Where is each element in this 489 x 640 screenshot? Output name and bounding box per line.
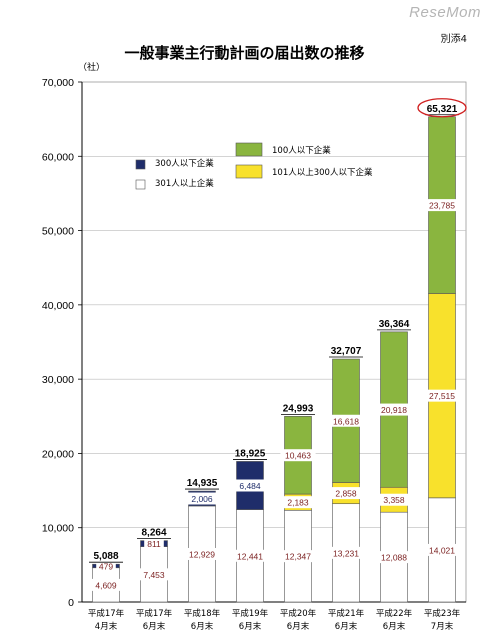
value-label-bg <box>139 568 169 581</box>
x-category-label-year: 平成19年 <box>232 608 269 619</box>
segment-value-label: 13,231 <box>333 548 359 558</box>
legend-label-green: 100人以下企業 <box>272 145 331 156</box>
value-label-bg <box>187 492 217 505</box>
segment-value-label: 12,088 <box>381 553 407 563</box>
value-label-bg <box>424 199 460 212</box>
y-tick-label: 70,000 <box>42 77 74 89</box>
segment-value-label: 10,463 <box>285 451 311 461</box>
legend-label-white: 301人以上企業 <box>155 178 214 189</box>
bar-total-label: 18,925 <box>235 448 266 459</box>
bar-total-label: 14,935 <box>187 478 218 489</box>
segment-value-label: 6,484 <box>239 481 261 491</box>
value-label-bg <box>328 546 364 559</box>
value-label-bg <box>379 493 409 506</box>
segment-value-label: 16,618 <box>333 416 359 426</box>
y-tick-label: 50,000 <box>42 226 74 238</box>
bar-total-label: 65,321 <box>427 104 458 115</box>
y-axis-unit-label: （社） <box>78 63 106 73</box>
x-category-label-month: 6月末 <box>335 621 358 632</box>
resemom-watermark: ReseMom <box>409 4 481 21</box>
value-label-bg <box>331 487 361 500</box>
value-label-bg <box>96 559 116 572</box>
x-category-label-year: 平成17年 <box>88 608 125 619</box>
attachment-tag: 別添4 <box>440 34 467 45</box>
y-tick-label: 10,000 <box>42 523 74 535</box>
x-category-label-year: 平成20年 <box>280 608 317 619</box>
x-category-label-month: 6月末 <box>239 621 262 632</box>
y-tick-label: 60,000 <box>42 151 74 163</box>
value-label-bg <box>376 403 412 416</box>
value-label-bg <box>328 414 364 427</box>
bar-total-label: 8,264 <box>141 528 166 539</box>
x-category-label-year: 平成17年 <box>136 608 173 619</box>
segment-value-label: 20,918 <box>381 405 407 415</box>
x-category-label-month: 6月末 <box>143 621 166 632</box>
segment-value-label: 12,441 <box>237 551 263 561</box>
x-category-label-month: 7月末 <box>431 621 454 632</box>
segment-value-label: 23,785 <box>429 201 455 211</box>
segment-value-label: 4,609 <box>95 580 117 590</box>
legend-swatch-navy <box>135 159 146 170</box>
segment-value-label: 12,347 <box>285 552 311 562</box>
x-category-label-month: 6月末 <box>191 621 214 632</box>
value-label-bg <box>376 551 412 564</box>
y-tick-label: 0 <box>68 597 74 609</box>
value-label-bg <box>424 389 460 402</box>
segment-value-label: 3,358 <box>383 495 405 505</box>
x-category-label-month: 6月末 <box>383 621 406 632</box>
y-tick-label: 20,000 <box>42 448 74 460</box>
bar-total-label: 24,993 <box>283 403 314 414</box>
value-label-bg <box>283 496 313 509</box>
segment-value-label: 811 <box>147 539 161 549</box>
bar-total-label: 36,364 <box>379 319 410 330</box>
segment-value-label: 2,006 <box>191 494 213 504</box>
x-category-label-month: 6月末 <box>287 621 310 632</box>
segment-value-label: 12,929 <box>189 549 215 559</box>
value-label-bg <box>280 449 316 462</box>
x-category-label-year: 平成22年 <box>376 608 413 619</box>
segment-value-label: 2,858 <box>335 489 357 499</box>
highlight-circle <box>417 98 467 118</box>
segment-value-label: 479 <box>99 561 113 571</box>
value-label-bg <box>280 550 316 563</box>
y-tick-label: 40,000 <box>42 300 74 312</box>
legend-swatch-green <box>235 142 263 157</box>
legend-label-yellow: 101人以上300人以下企業 <box>272 167 373 178</box>
chart-title: 一般事業主行動計画の届出数の推移 <box>124 44 365 62</box>
x-category-label-month: 4月末 <box>95 621 118 632</box>
segment-value-label: 14,021 <box>429 545 455 555</box>
x-category-label-year: 平成23年 <box>424 608 461 619</box>
x-category-label-year: 平成18年 <box>184 608 221 619</box>
segment-value-label: 2,183 <box>287 498 309 508</box>
legend-swatch-yellow <box>235 164 263 179</box>
value-label-bg <box>91 578 121 591</box>
x-category-label-year: 平成21年 <box>328 608 365 619</box>
value-label-bg <box>144 537 164 550</box>
y-tick-label: 30,000 <box>42 374 74 386</box>
legend-swatch-white <box>135 179 146 190</box>
legend-label-navy: 300人以下企業 <box>155 158 214 169</box>
value-label-bg <box>235 479 265 492</box>
value-label-bg <box>424 543 460 556</box>
value-label-bg <box>232 549 268 562</box>
value-label-bg <box>184 547 220 560</box>
bar-total-label: 32,707 <box>331 346 362 357</box>
bar-total-label: 5,088 <box>93 551 118 562</box>
segment-value-label: 27,515 <box>429 391 455 401</box>
segment-value-label: 7,453 <box>143 570 165 580</box>
